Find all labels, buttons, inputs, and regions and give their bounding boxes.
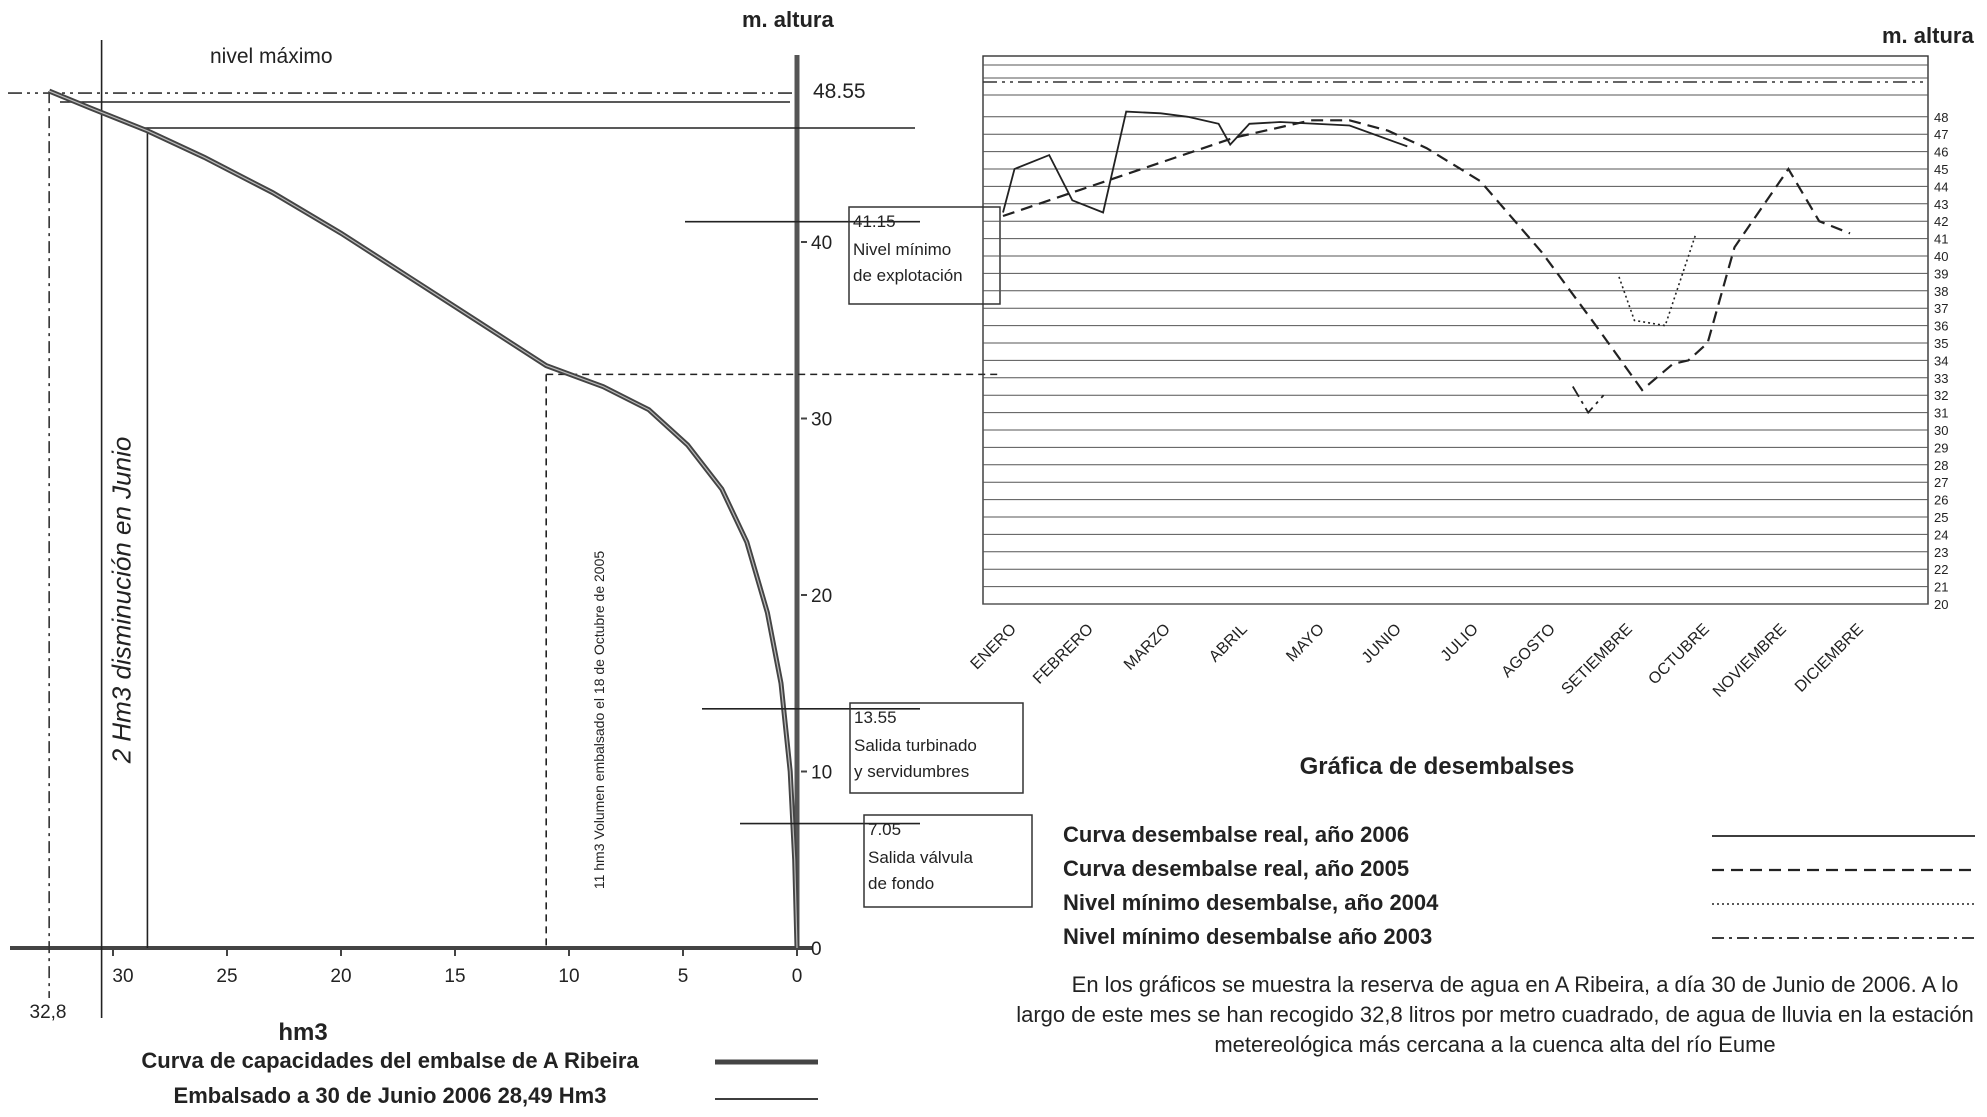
month-label: OCTUBRE <box>1645 621 1712 688</box>
x-tick-label: 30 <box>112 966 133 987</box>
legend-label: Embalsado a 30 de Junio 2006 28,49 Hm3 <box>174 1083 607 1108</box>
y-tick-label: 24 <box>1934 527 1948 542</box>
legend-label: Nivel mínimo desembalse, año 2004 <box>1063 890 1439 915</box>
y-tick-label: 27 <box>1934 475 1948 490</box>
y-tick-label: 42 <box>1934 214 1948 229</box>
y-tick-label: 0 <box>811 939 822 960</box>
y-tick-label: 36 <box>1934 319 1948 334</box>
plot-frame <box>982 55 1929 605</box>
legend-label: Curva desembalse real, año 2005 <box>1063 856 1409 881</box>
y-tick-label: 38 <box>1934 284 1948 299</box>
annotation-text: Salida válvula <box>868 848 973 867</box>
legend-label: Nivel mínimo desembalse año 2003 <box>1063 924 1432 949</box>
y-tick-label: 20 <box>1934 597 1948 612</box>
y-tick-label: 20 <box>811 586 832 607</box>
month-label: DICIEMBRE <box>1792 621 1867 696</box>
x-tick-label: 15 <box>444 966 465 987</box>
month-label: NOVIEMBRE <box>1710 621 1790 701</box>
y-tick-label: 25 <box>1934 510 1948 525</box>
annotation-text: Nivel mínimo <box>853 240 951 259</box>
month-label: JULIO <box>1438 621 1482 665</box>
y-tick-label: 21 <box>1934 580 1948 595</box>
annotation-text: Salida turbinado <box>854 736 977 755</box>
x-tick-label: 25 <box>216 966 237 987</box>
capacity-chart: 0 10 20 30 40 48.55 m. altura 30 25 20 15 10 5 0 32,8 h… <box>8 7 1033 1108</box>
y-tick-label: 35 <box>1934 336 1948 351</box>
series-line <box>1002 119 1851 392</box>
annotation-value: 13.55 <box>854 708 897 727</box>
y-tick-label: 39 <box>1934 266 1948 281</box>
y-tick-label: 48 <box>1934 110 1948 125</box>
y-tick-label: 29 <box>1934 440 1948 455</box>
top-level-label: 48.55 <box>813 80 866 103</box>
y-tick-label: 45 <box>1934 162 1948 177</box>
month-label: FEBRERO <box>1030 621 1097 688</box>
y-tick-label: 26 <box>1934 493 1948 508</box>
capacity-curve-inner <box>48 90 798 949</box>
month-label: AGOSTO <box>1499 621 1559 681</box>
y-tick-label: 40 <box>811 233 832 254</box>
annotation-text: de fondo <box>868 874 934 893</box>
y-tick-label: 46 <box>1934 145 1948 160</box>
series-line <box>1572 386 1605 415</box>
y-tick-label: 31 <box>1934 406 1948 421</box>
month-label: SETIEMBRE <box>1558 621 1635 698</box>
capacity-curve <box>48 88 800 949</box>
annotation-text: y servidumbres <box>854 762 969 781</box>
discharge-chart: 20 21 22 23 24 25 26 27 28 29 30 31 32 33 34 35 36 37 38 39… <box>968 23 1975 949</box>
y-tick-label: 22 <box>1934 562 1948 577</box>
annotation-box <box>863 814 1033 908</box>
annotation-value: 41.15 <box>853 212 896 231</box>
y-tick-label: 44 <box>1934 179 1948 194</box>
annotation-value: 7.05 <box>868 820 901 839</box>
x-axis-title: hm3 <box>278 1019 327 1046</box>
series-line <box>1618 233 1697 327</box>
y-tick-label: 28 <box>1934 458 1948 473</box>
x-tick-label: 0 <box>792 966 803 987</box>
diminution-label: 2 Hm3 disminución en Junio <box>107 437 137 765</box>
annotation-text: de explotación <box>853 266 963 285</box>
y-tick-label: 41 <box>1934 232 1948 247</box>
october-label: 11 hm3 Volumen embalsado el 18 de Octubr… <box>591 551 607 890</box>
y-tick-label: 37 <box>1934 301 1948 316</box>
y-axis-title: m. altura <box>1882 23 1974 48</box>
x-tick-label: 10 <box>558 966 579 987</box>
max-volume-label: 32,8 <box>30 1002 67 1023</box>
y-tick-label: 23 <box>1934 545 1948 560</box>
series-line <box>1002 110 1408 214</box>
description-paragraph: En los gráficos se muestra la reserva de… <box>1016 972 1974 1057</box>
y-tick-label: 10 <box>811 763 832 784</box>
legend-label: Curva desembalse real, año 2006 <box>1063 822 1409 847</box>
legend-label: Curva de capacidades del embalse de A Ri… <box>141 1048 639 1073</box>
y-tick-label: 40 <box>1934 249 1948 264</box>
chart-title: Gráfica de desembalses <box>1300 753 1575 780</box>
x-tick-label: 20 <box>330 966 351 987</box>
month-label: ENERO <box>968 621 1020 673</box>
y-tick-label: 30 <box>811 410 832 431</box>
y-axis-title: m. altura <box>742 7 834 32</box>
y-tick-label: 30 <box>1934 423 1948 438</box>
annotation-box <box>849 702 1024 794</box>
y-tick-label: 33 <box>1934 371 1948 386</box>
month-label: JUNIO <box>1359 621 1405 667</box>
month-label: ABRIL <box>1206 621 1251 666</box>
month-label: MARZO <box>1121 621 1174 674</box>
x-tick-label: 5 <box>678 966 689 987</box>
y-tick-label: 47 <box>1934 127 1948 142</box>
month-label: MAYO <box>1283 621 1328 666</box>
y-tick-label: 34 <box>1934 353 1948 368</box>
y-tick-label: 43 <box>1934 197 1948 212</box>
max-level-label: nivel máximo <box>210 45 333 68</box>
y-tick-label: 32 <box>1934 388 1948 403</box>
